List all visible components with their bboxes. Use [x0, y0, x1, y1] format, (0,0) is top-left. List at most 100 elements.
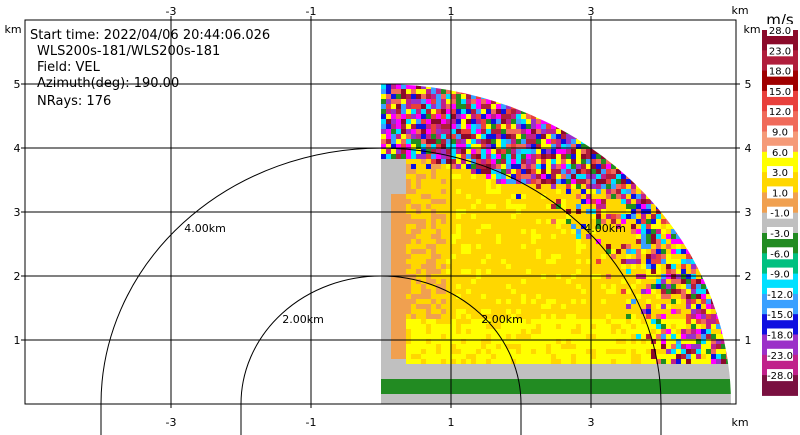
field-cell [701, 394, 706, 399]
field-cell [436, 234, 441, 239]
field-cell [681, 239, 686, 244]
field-cell [396, 394, 401, 399]
field-cell [591, 184, 596, 189]
field-cell [451, 244, 456, 249]
field-cell [621, 254, 626, 259]
field-cell [566, 384, 571, 389]
field-cell [686, 364, 691, 369]
field-cell [391, 364, 396, 369]
field-cell [516, 189, 521, 194]
field-cell [601, 194, 606, 199]
field-cell [496, 399, 501, 404]
field-cell [671, 234, 676, 239]
field-cell [606, 304, 611, 309]
field-cell [381, 149, 386, 154]
field-cell [616, 354, 621, 359]
field-cell [451, 339, 456, 344]
field-cell [561, 289, 566, 294]
field-cell [541, 219, 546, 224]
field-cell [421, 169, 426, 174]
field-cell [626, 344, 631, 349]
field-cell [466, 379, 471, 384]
field-cell [406, 234, 411, 239]
field-cell [546, 339, 551, 344]
field-cell [491, 304, 496, 309]
field-cell [596, 169, 601, 174]
field-cell [456, 309, 461, 314]
field-cell [386, 249, 391, 254]
field-cell [391, 234, 396, 239]
field-cell [626, 374, 631, 379]
field-cell [481, 299, 486, 304]
field-cell [516, 169, 521, 174]
field-cell [511, 174, 516, 179]
field-cell [626, 234, 631, 239]
field-cell [661, 244, 666, 249]
field-cell [691, 314, 696, 319]
field-cell [631, 344, 636, 349]
x-tick-label-top: 1 [448, 5, 455, 18]
field-cell [541, 319, 546, 324]
field-cell [606, 354, 611, 359]
field-cell [401, 344, 406, 349]
field-cell [601, 249, 606, 254]
field-cell [441, 124, 446, 129]
field-cell [621, 344, 626, 349]
field-cell [496, 164, 501, 169]
field-cell [566, 219, 571, 224]
field-cell [436, 139, 441, 144]
field-cell [701, 279, 706, 284]
field-cell [511, 349, 516, 354]
field-cell [641, 309, 646, 314]
field-cell [716, 324, 721, 329]
field-cell [486, 344, 491, 349]
field-cell [471, 339, 476, 344]
field-cell [551, 199, 556, 204]
field-cell [386, 334, 391, 339]
field-cell [416, 89, 421, 94]
field-cell [486, 314, 491, 319]
field-cell [451, 269, 456, 274]
field-cell [446, 234, 451, 239]
field-cell [506, 354, 511, 359]
field-cell [621, 314, 626, 319]
field-cell [551, 224, 556, 229]
field-cell [666, 339, 671, 344]
field-cell [426, 184, 431, 189]
field-cell [526, 159, 531, 164]
field-cell [536, 199, 541, 204]
field-cell [531, 279, 536, 284]
field-cell [411, 169, 416, 174]
field-cell [576, 374, 581, 379]
field-cell [391, 194, 396, 199]
field-cell [501, 289, 506, 294]
field-cell [496, 304, 501, 309]
field-cell [481, 339, 486, 344]
field-cell [651, 219, 656, 224]
field-cell [386, 244, 391, 249]
field-cell [561, 354, 566, 359]
field-cell [621, 194, 626, 199]
field-cell [401, 244, 406, 249]
field-cell [571, 369, 576, 374]
field-cell [401, 314, 406, 319]
field-cell [491, 269, 496, 274]
field-cell [531, 319, 536, 324]
colorbar-label-box [767, 247, 793, 260]
field-cell [496, 339, 501, 344]
field-cell [451, 119, 456, 124]
field-cell [446, 119, 451, 124]
field-cell [661, 234, 666, 239]
field-cell [416, 289, 421, 294]
field-cell [546, 334, 551, 339]
field-cell [446, 139, 451, 144]
field-cell [521, 349, 526, 354]
field-cell [631, 379, 636, 384]
field-cell [476, 369, 481, 374]
field-cell [411, 214, 416, 219]
field-cell [391, 244, 396, 249]
field-cell [501, 174, 506, 179]
field-cell [521, 384, 526, 389]
field-cell [451, 254, 456, 259]
field-cell [726, 389, 731, 394]
